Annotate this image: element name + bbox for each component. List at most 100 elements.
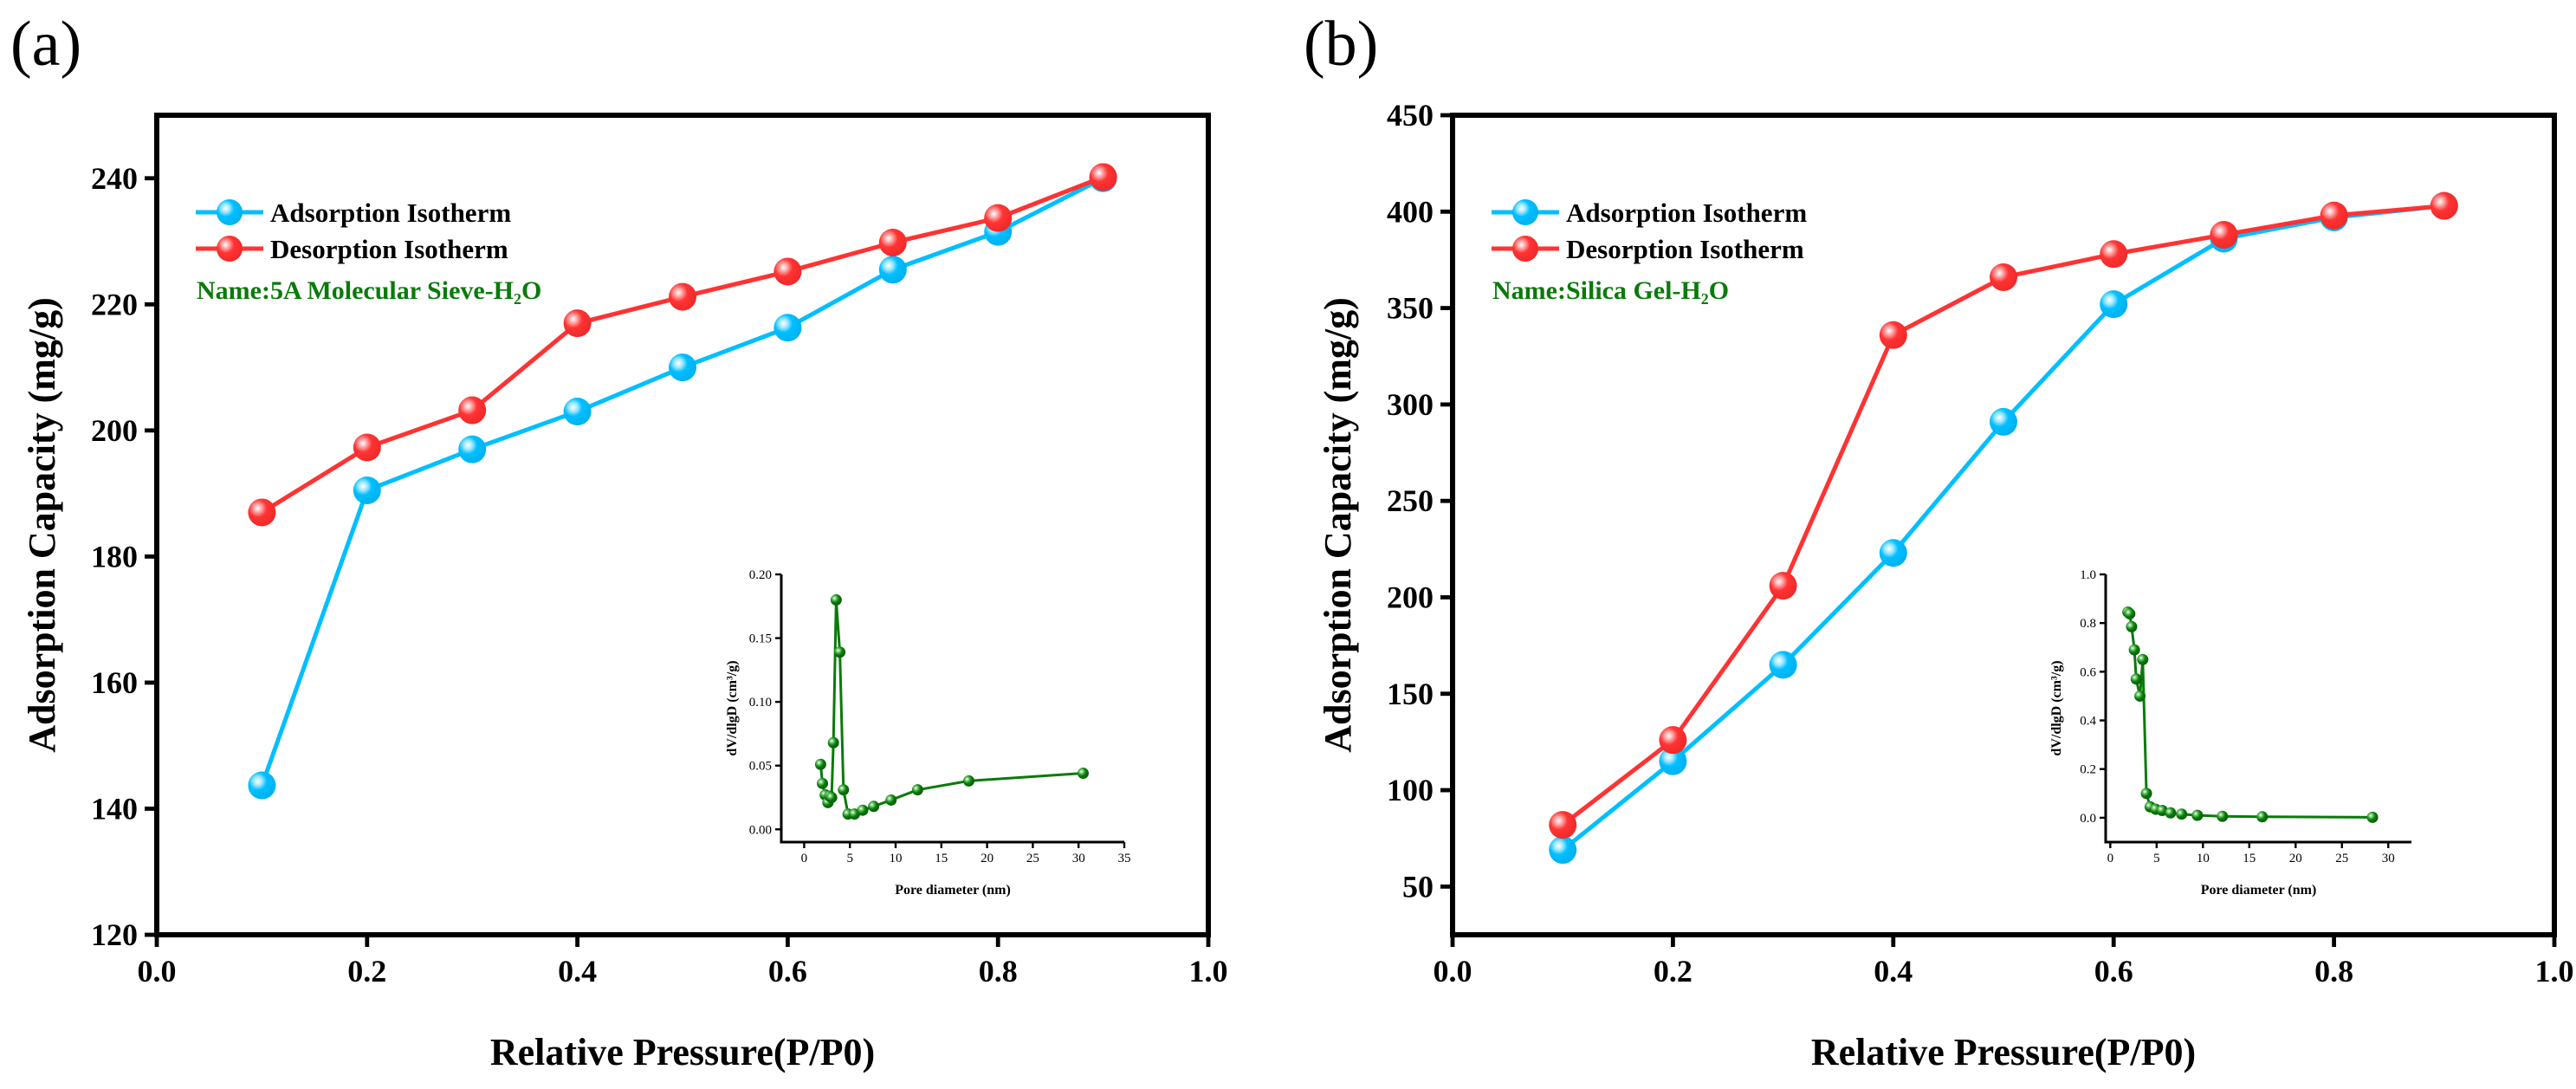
y-tick-label: 150 [1387,677,1434,711]
data-point [868,801,880,813]
x-tick-label: 10 [2197,852,2210,865]
y-tick-label: 200 [1387,580,1434,614]
y-tick-label: 140 [91,791,138,826]
panel-label: (a) [10,9,81,80]
x-tick-label: 0.6 [2094,954,2133,989]
x-tick-label: 30 [1072,852,1085,865]
data-point [830,593,842,606]
data-point [834,646,846,658]
series-line-1 [819,598,1084,816]
data-point [2366,811,2379,823]
x-axis-title: Relative Pressure(P/P0) [490,1031,875,1073]
data-point [773,257,802,286]
y-tick-label: 0.15 [749,632,772,646]
x-tick-label: 10 [890,852,903,865]
data-point [2217,810,2229,822]
data-point [878,228,907,256]
x-tick-label: 1.0 [2535,954,2574,989]
legend-label: Adsorption Isotherm [270,198,511,228]
data-point [817,777,829,789]
x-tick-label: 1.0 [1189,954,1228,989]
data-point [885,794,897,806]
legend-label: Desorption Isotherm [1566,234,1804,264]
chart-a: 0.0 0.2 0.4 0.6 0.8 1.0120140160180200220240R… [10,9,1228,1073]
x-tick-label: 0.2 [1654,954,1693,989]
y-tick-label: 400 [1387,194,1434,229]
x-axis-title: Pore diameter (nm) [2201,883,2317,898]
sample-name-annotation: Name:Silica Gel-H₂O [1492,276,1729,305]
data-point [1879,321,1907,349]
y-tick-label: 1.0 [2080,568,2096,582]
chart-a-inset: 0 5 10 15 20 25 30 35 0.00 0.05 0.10 0.15 0.20 Pore d… [725,568,1131,898]
y-tick-label: 0.05 [749,760,772,774]
data-point [669,353,696,382]
sample-name-annotation: Name:5A Molecular Sieve-H₂O [197,276,541,305]
data-point [2140,788,2152,800]
data-point [1549,836,1577,865]
panel-label: (b) [1304,9,1378,80]
x-tick-label: 0 [2107,852,2114,865]
y-tick-label: 220 [91,287,138,321]
data-point [1990,407,2017,436]
x-tick-label: 0.8 [979,954,1018,989]
data-point [2176,808,2188,820]
series-line-1 [2126,611,2373,819]
data-point [2210,221,2238,250]
x-tick-label: 0.8 [2314,954,2353,989]
data-point [669,282,696,311]
data-point [984,204,1013,232]
y-tick-label: 0.6 [2080,665,2096,679]
data-point [563,398,592,426]
data-point [2124,608,2136,620]
chart-b-inset: 0 5 10 15 20 25 30 0.0 0.2 0.4 0.6 0.8 1.0 Pore diame… [2049,568,2411,898]
y-tick-label: 300 [1387,387,1434,422]
data-point [2100,240,2128,269]
x-tick-label: 15 [935,852,948,865]
legend-marker [217,199,243,225]
plot-frame [1450,113,2557,937]
data-point [458,435,487,463]
x-tick-label: 0.6 [768,954,807,989]
data-point [1769,572,1797,600]
y-tick-label: 0.0 [2080,812,2096,826]
legend-marker [1512,199,1538,225]
y-tick-label: 160 [91,665,138,700]
x-tick-label: 15 [2243,852,2256,865]
data-point [2191,809,2204,821]
y-tick-label: 250 [1387,483,1434,518]
y-axis-title: Adsorption Capacity (mg/g) [1317,297,1359,753]
y-tick-label: 0.20 [749,568,772,582]
data-point [1549,811,1577,839]
x-tick-label: 20 [2289,852,2302,865]
data-point [353,433,381,462]
y-tick-label: 50 [1402,869,1434,904]
data-point [857,804,869,816]
data-point [1089,163,1117,191]
y-tick-label: 200 [91,413,138,448]
chart-b: 0.0 0.2 0.4 0.6 0.8 1.05010015020025030035040… [1304,9,2574,1073]
plot-frame [154,113,1211,937]
x-tick-label: 0 [801,852,808,865]
series-line-1 [260,176,1104,787]
data-point [2134,690,2146,702]
data-point [248,498,276,527]
y-tick-label: 0.10 [749,696,772,710]
x-tick-label: 25 [1026,852,1039,865]
y-tick-label: 0.00 [749,823,772,837]
data-point [1659,747,1687,775]
y-tick-label: 0.4 [2080,715,2096,729]
legend-label: Desorption Isotherm [270,234,508,264]
data-point [2165,807,2177,819]
data-point [825,792,838,803]
data-point [911,784,923,796]
y-axis-title: dV/dlgD (cm³/g) [2049,660,2064,755]
data-point [2128,644,2140,656]
data-point [2320,201,2348,230]
y-tick-label: 100 [1387,773,1434,807]
x-tick-label: 25 [2335,852,2348,865]
data-point [827,736,839,749]
data-point [878,256,907,284]
x-axis-title: Pore diameter (nm) [895,883,1011,898]
x-axis-title: Relative Pressure(P/P0) [1811,1031,2196,1073]
data-point [2256,811,2269,823]
